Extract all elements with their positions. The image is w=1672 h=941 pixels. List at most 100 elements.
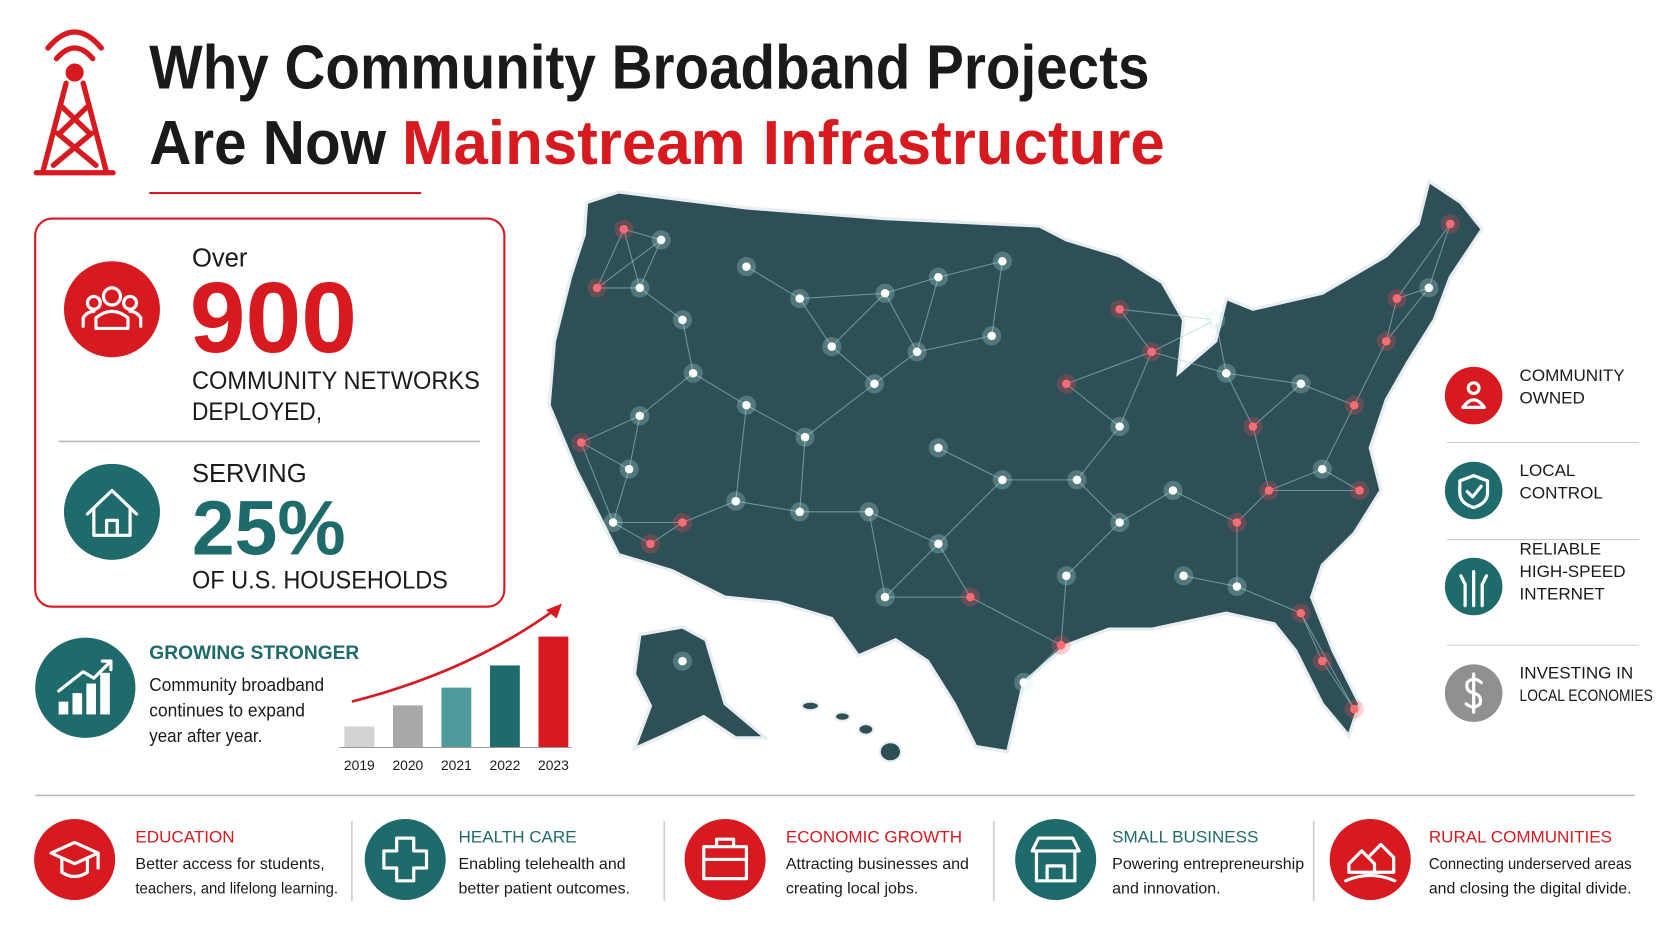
benefit-icons xyxy=(1444,366,1503,722)
network-node xyxy=(1296,608,1306,618)
stat-label: DEPLOYED, xyxy=(192,399,322,426)
network-node xyxy=(688,368,698,378)
impact-body: teachers, and lifelong learning. xyxy=(135,881,338,898)
impact-title: HEALTH CARE xyxy=(459,827,577,846)
network-link xyxy=(692,372,747,406)
year-label: 2019 xyxy=(344,757,375,773)
title-highlight: Mainstream Infrastructure xyxy=(402,109,1165,178)
house-icon xyxy=(63,463,160,560)
benefit-text: INVESTING IN xyxy=(1520,664,1634,683)
network-link xyxy=(804,383,875,438)
network-link xyxy=(1060,575,1067,646)
network-link xyxy=(580,442,614,523)
network-link xyxy=(868,511,939,545)
network-link xyxy=(1151,351,1227,374)
network-node xyxy=(1317,464,1327,474)
impact-body: Attracting businesses and xyxy=(786,856,969,873)
network-link xyxy=(1321,468,1360,491)
network-node xyxy=(987,331,996,341)
network-node xyxy=(998,256,1007,266)
network-node xyxy=(1248,422,1258,431)
network-node xyxy=(1424,283,1434,293)
network-node xyxy=(966,592,975,602)
benefit-text: OWNED xyxy=(1520,389,1585,408)
network-node xyxy=(1349,400,1359,410)
network-node xyxy=(619,224,629,234)
network-link xyxy=(1236,585,1302,614)
network-link xyxy=(1076,426,1121,481)
network-node xyxy=(1392,294,1402,303)
network-node xyxy=(576,438,586,447)
growth-body: Community broadband xyxy=(149,675,324,695)
network-link xyxy=(1236,490,1270,523)
network-node xyxy=(934,539,943,549)
network-node xyxy=(880,288,890,298)
network-node xyxy=(1381,336,1391,346)
network-node xyxy=(678,656,687,666)
stat-label: OF U.S. HOUSEHOLDS xyxy=(192,568,448,595)
network-link xyxy=(884,292,918,353)
us-map xyxy=(547,178,1485,763)
network-link xyxy=(1225,372,1254,427)
benefit-text: CONTROL xyxy=(1520,484,1603,503)
bar xyxy=(441,687,472,748)
network-node xyxy=(1168,486,1178,495)
network-link xyxy=(1119,490,1174,523)
network-node xyxy=(1222,368,1231,378)
network-link xyxy=(1353,340,1387,406)
network-link xyxy=(639,287,683,321)
bar xyxy=(489,665,520,748)
impact-title: EDUCATION xyxy=(135,827,234,846)
network xyxy=(571,214,1460,719)
network-node xyxy=(742,262,751,271)
network-node xyxy=(880,592,890,602)
year-label: 2020 xyxy=(392,757,423,773)
network-node xyxy=(592,283,602,293)
house-glyph xyxy=(85,488,139,537)
network-link xyxy=(746,404,806,438)
network-link xyxy=(799,437,806,512)
impact-body: creating local jobs. xyxy=(786,881,918,898)
network-link xyxy=(868,511,886,598)
network-link xyxy=(938,447,1003,481)
impact-body: Powering entrepreneurship xyxy=(1112,856,1304,873)
network-link xyxy=(1300,383,1355,406)
benefit-text: RELIABLE xyxy=(1520,539,1602,558)
impact-body: Better access for students, xyxy=(135,856,324,873)
growth-chart: 2019 2020 2021 2022 2023 xyxy=(339,636,572,773)
network-node xyxy=(1264,486,1274,495)
network-link xyxy=(884,276,939,294)
network-link xyxy=(831,292,886,347)
network-link xyxy=(1321,404,1355,470)
network-link xyxy=(1268,468,1323,492)
network-link xyxy=(1119,308,1216,321)
network-node xyxy=(678,315,687,325)
network-link xyxy=(596,239,662,289)
network-link xyxy=(884,543,939,598)
network-node xyxy=(1115,422,1124,431)
growth-body: year after year. xyxy=(149,726,262,746)
impact-title: SMALL BUSINESS xyxy=(1112,827,1258,846)
tower-icon xyxy=(33,29,116,176)
network-link xyxy=(650,522,683,545)
year-label: 2021 xyxy=(441,757,472,773)
network-node xyxy=(646,539,655,549)
network-node xyxy=(998,475,1007,485)
network-link xyxy=(1076,479,1121,523)
impact-body: Connecting underserved areas xyxy=(1429,856,1632,873)
growth-body: continues to expand xyxy=(149,701,305,721)
network-link xyxy=(612,469,630,523)
impact-body: and innovation. xyxy=(1112,881,1220,898)
network-link xyxy=(1385,298,1398,342)
network-link xyxy=(937,543,971,598)
network-node xyxy=(800,432,810,442)
network-node xyxy=(795,294,805,303)
network-node xyxy=(742,400,751,410)
network-node xyxy=(827,342,837,351)
network-link xyxy=(1066,351,1152,385)
impact-list: EDUCATION Better access for students, teac… xyxy=(135,827,1631,897)
growth-glyph xyxy=(57,659,113,715)
bar xyxy=(392,705,423,748)
network-link xyxy=(1119,308,1153,353)
network-link xyxy=(1065,383,1120,427)
